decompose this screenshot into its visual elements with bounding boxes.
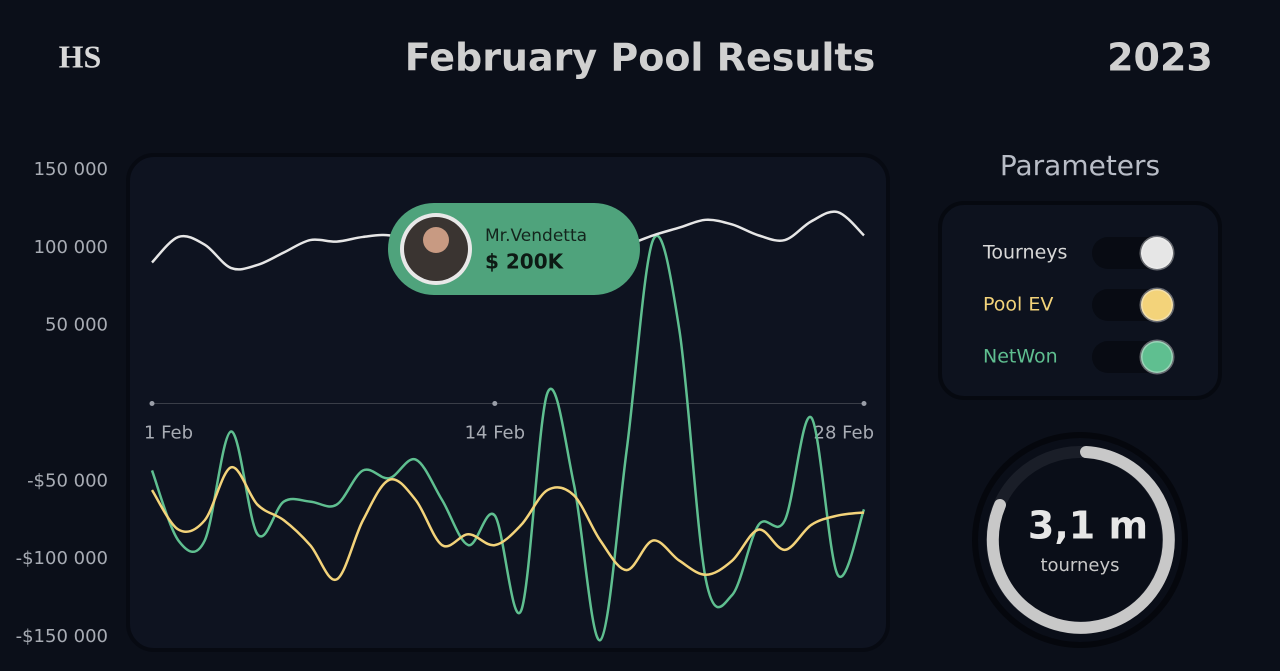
legend-toggle[interactable]: [1092, 235, 1175, 271]
legend-label: Pool EV: [983, 294, 1053, 316]
gauge: 3,1 m tourneys: [972, 432, 1188, 648]
parameters-panel: [938, 201, 1222, 400]
legend: Tourneys Pool EV NetWon: [982, 235, 1175, 375]
logo: HS: [59, 38, 102, 74]
x-tick-label: 1 Feb: [144, 423, 193, 444]
y-tick-label: 150 000: [34, 159, 108, 180]
toggle-knob[interactable]: [1139, 339, 1175, 375]
y-tick-label: -$50 000: [27, 470, 108, 491]
y-tick-label: -$100 000: [16, 548, 108, 569]
y-tick-label: 100 000: [34, 237, 108, 258]
series-line: [150, 466, 865, 581]
legend-label: NetWon: [983, 346, 1058, 368]
x-tick-label: 14 Feb: [465, 423, 526, 444]
year: 2023: [1107, 36, 1213, 80]
gauge-value: 3,1 m: [1028, 504, 1148, 548]
tooltip-name: Mr.Vendetta: [485, 226, 587, 246]
tooltip-amount: $ 200K: [485, 250, 565, 274]
series-line: [150, 234, 866, 642]
parameters-title: Parameters: [1000, 149, 1160, 182]
x-tick: [149, 401, 155, 406]
x-tick: [861, 401, 867, 406]
legend-label: Tourneys: [982, 242, 1067, 264]
y-tick-label: -$150 000: [16, 626, 108, 647]
gauge-label: tourneys: [1040, 555, 1119, 576]
tooltip: Mr.Vendetta $ 200K: [388, 203, 640, 295]
legend-toggle[interactable]: [1092, 339, 1175, 375]
toggle-knob[interactable]: [1139, 235, 1175, 271]
y-tick-label: 50 000: [45, 315, 108, 336]
toggle-knob[interactable]: [1139, 287, 1175, 323]
x-tick: [492, 401, 498, 406]
legend-toggle[interactable]: [1092, 287, 1175, 323]
page-title: February Pool Results: [405, 36, 875, 80]
x-tick-label: 28 Feb: [814, 423, 875, 444]
gauge-bg: [972, 432, 1188, 648]
avatar-face: [423, 227, 449, 253]
gauge-arc: [986, 446, 1175, 634]
